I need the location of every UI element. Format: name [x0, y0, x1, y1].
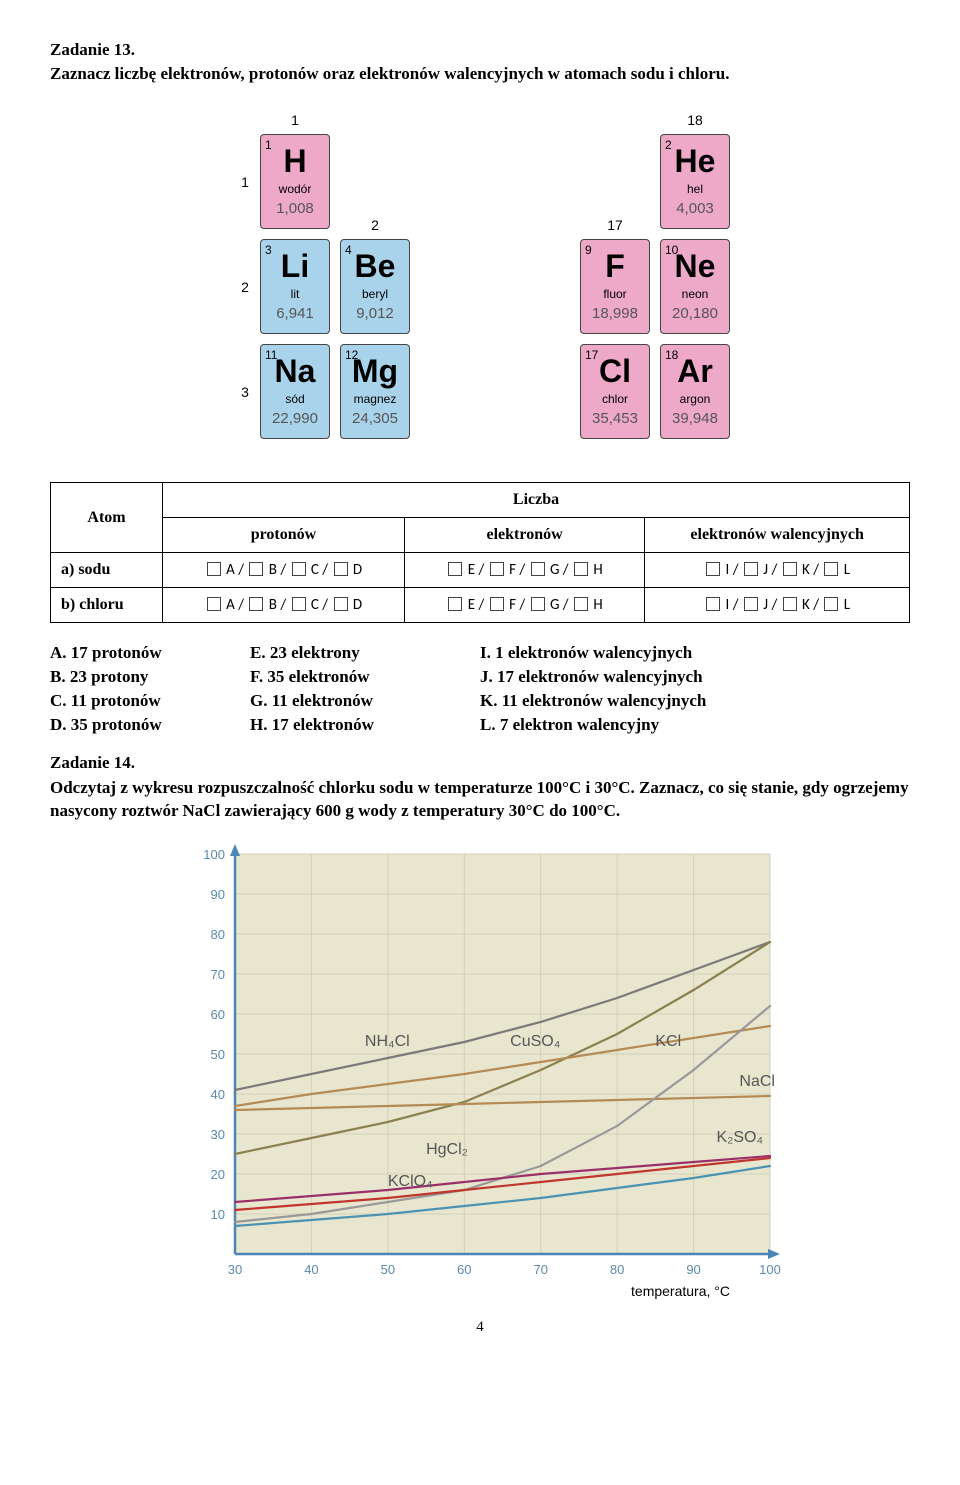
opt-E: E. 23 elektrony — [250, 643, 480, 663]
svg-text:80: 80 — [610, 1262, 624, 1277]
opt-J: J. 17 elektronów walencyjnych — [480, 667, 910, 687]
element-Na: 11Nasód22,990 — [260, 344, 330, 439]
svg-text:70: 70 — [211, 967, 225, 982]
atom-table: Atom Liczba protonów elektronów elektron… — [50, 482, 910, 623]
opt-H: H. 17 elektronów — [250, 715, 480, 735]
element-Ne: 10Neneon20,180 — [660, 239, 730, 334]
svg-text:K₂SO₄: K₂SO₄ — [717, 1129, 764, 1146]
svg-text:30: 30 — [211, 1127, 225, 1142]
opt-B: B. 23 protony — [50, 667, 250, 687]
cell-chloru-ijkl[interactable]: I / J / K / L — [645, 588, 910, 623]
svg-text:10: 10 — [211, 1207, 225, 1222]
svg-text:20: 20 — [211, 1167, 225, 1182]
svg-text:KClO₄: KClO₄ — [388, 1173, 433, 1190]
svg-text:100: 100 — [203, 847, 225, 862]
solubility-chart: rozpuszczalność, w gramach na 100 g wody… — [160, 839, 800, 1299]
col-walen: elektronów walencyjnych — [645, 518, 910, 553]
opt-C: C. 11 protonów — [50, 691, 250, 711]
task14-body: Odczytaj z wykresu rozpuszczalność chlor… — [50, 777, 910, 823]
element-He: 2Hehel4,003 — [660, 134, 730, 229]
element-F: 9Ffluor18,998 — [580, 239, 650, 334]
svg-text:NH₄Cl: NH₄Cl — [365, 1033, 410, 1050]
svg-text:NaCl: NaCl — [739, 1073, 775, 1090]
cell-sodu-abcd[interactable]: A / B / C / D — [163, 553, 405, 588]
svg-text:50: 50 — [381, 1262, 395, 1277]
svg-text:KCl: KCl — [655, 1033, 681, 1050]
opt-F: F. 35 elektronów — [250, 667, 480, 687]
page-number: 4 — [50, 1319, 910, 1336]
element-Ar: 18Arargon39,948 — [660, 344, 730, 439]
opt-K: K. 11 elektronów walencyjnych — [480, 691, 910, 711]
task14-heading: Zadanie 14. — [50, 753, 910, 773]
opt-I: I. 1 elektronów walencyjnych — [480, 643, 910, 663]
col-protonow: protonów — [163, 518, 405, 553]
cell-chloru-efgh[interactable]: E / F / G / H — [404, 588, 644, 623]
svg-text:30: 30 — [228, 1262, 242, 1277]
svg-text:40: 40 — [304, 1262, 318, 1277]
row-sodu: a) sodu — [51, 553, 163, 588]
opt-D: D. 35 protonów — [50, 715, 250, 735]
row-chloru: b) chloru — [51, 588, 163, 623]
svg-text:90: 90 — [686, 1262, 700, 1277]
task13-heading: Zadanie 13. — [50, 40, 910, 60]
element-Cl: 17Clchlor35,453 — [580, 344, 650, 439]
chart-xlabel: temperatura, °C — [631, 1283, 730, 1299]
element-Mg: 12Mgmagnez24,305 — [340, 344, 410, 439]
col-atom: Atom — [51, 483, 163, 553]
svg-text:CuSO₄: CuSO₄ — [510, 1033, 560, 1050]
opt-G: G. 11 elektronów — [250, 691, 480, 711]
svg-text:80: 80 — [211, 927, 225, 942]
task13-instruction: Zaznacz liczbę elektronów, protonów oraz… — [50, 64, 910, 84]
opt-L: L. 7 elektron walencyjny — [480, 715, 910, 735]
periodic-table-snippet: 1217181231Hwodór1,0082Hehel4,0033Lilit6,… — [180, 104, 780, 464]
svg-text:60: 60 — [211, 1007, 225, 1022]
col-elektronow: elektronów — [404, 518, 644, 553]
element-H: 1Hwodór1,008 — [260, 134, 330, 229]
svg-text:40: 40 — [211, 1087, 225, 1102]
svg-text:HgCl₂: HgCl₂ — [426, 1141, 468, 1158]
col-liczba: Liczba — [163, 483, 910, 518]
cell-sodu-ijkl[interactable]: I / J / K / L — [645, 553, 910, 588]
element-Be: 4Beberyl9,012 — [340, 239, 410, 334]
svg-text:70: 70 — [533, 1262, 547, 1277]
opt-A: A. 17 protonów — [50, 643, 250, 663]
cell-sodu-efgh[interactable]: E / F / G / H — [404, 553, 644, 588]
svg-text:50: 50 — [211, 1047, 225, 1062]
svg-text:100: 100 — [759, 1262, 781, 1277]
options-grid: A. 17 protonów E. 23 elektrony I. 1 elek… — [50, 643, 910, 735]
element-Li: 3Lilit6,941 — [260, 239, 330, 334]
svg-text:60: 60 — [457, 1262, 471, 1277]
svg-text:90: 90 — [211, 887, 225, 902]
cell-chloru-abcd[interactable]: A / B / C / D — [163, 588, 405, 623]
